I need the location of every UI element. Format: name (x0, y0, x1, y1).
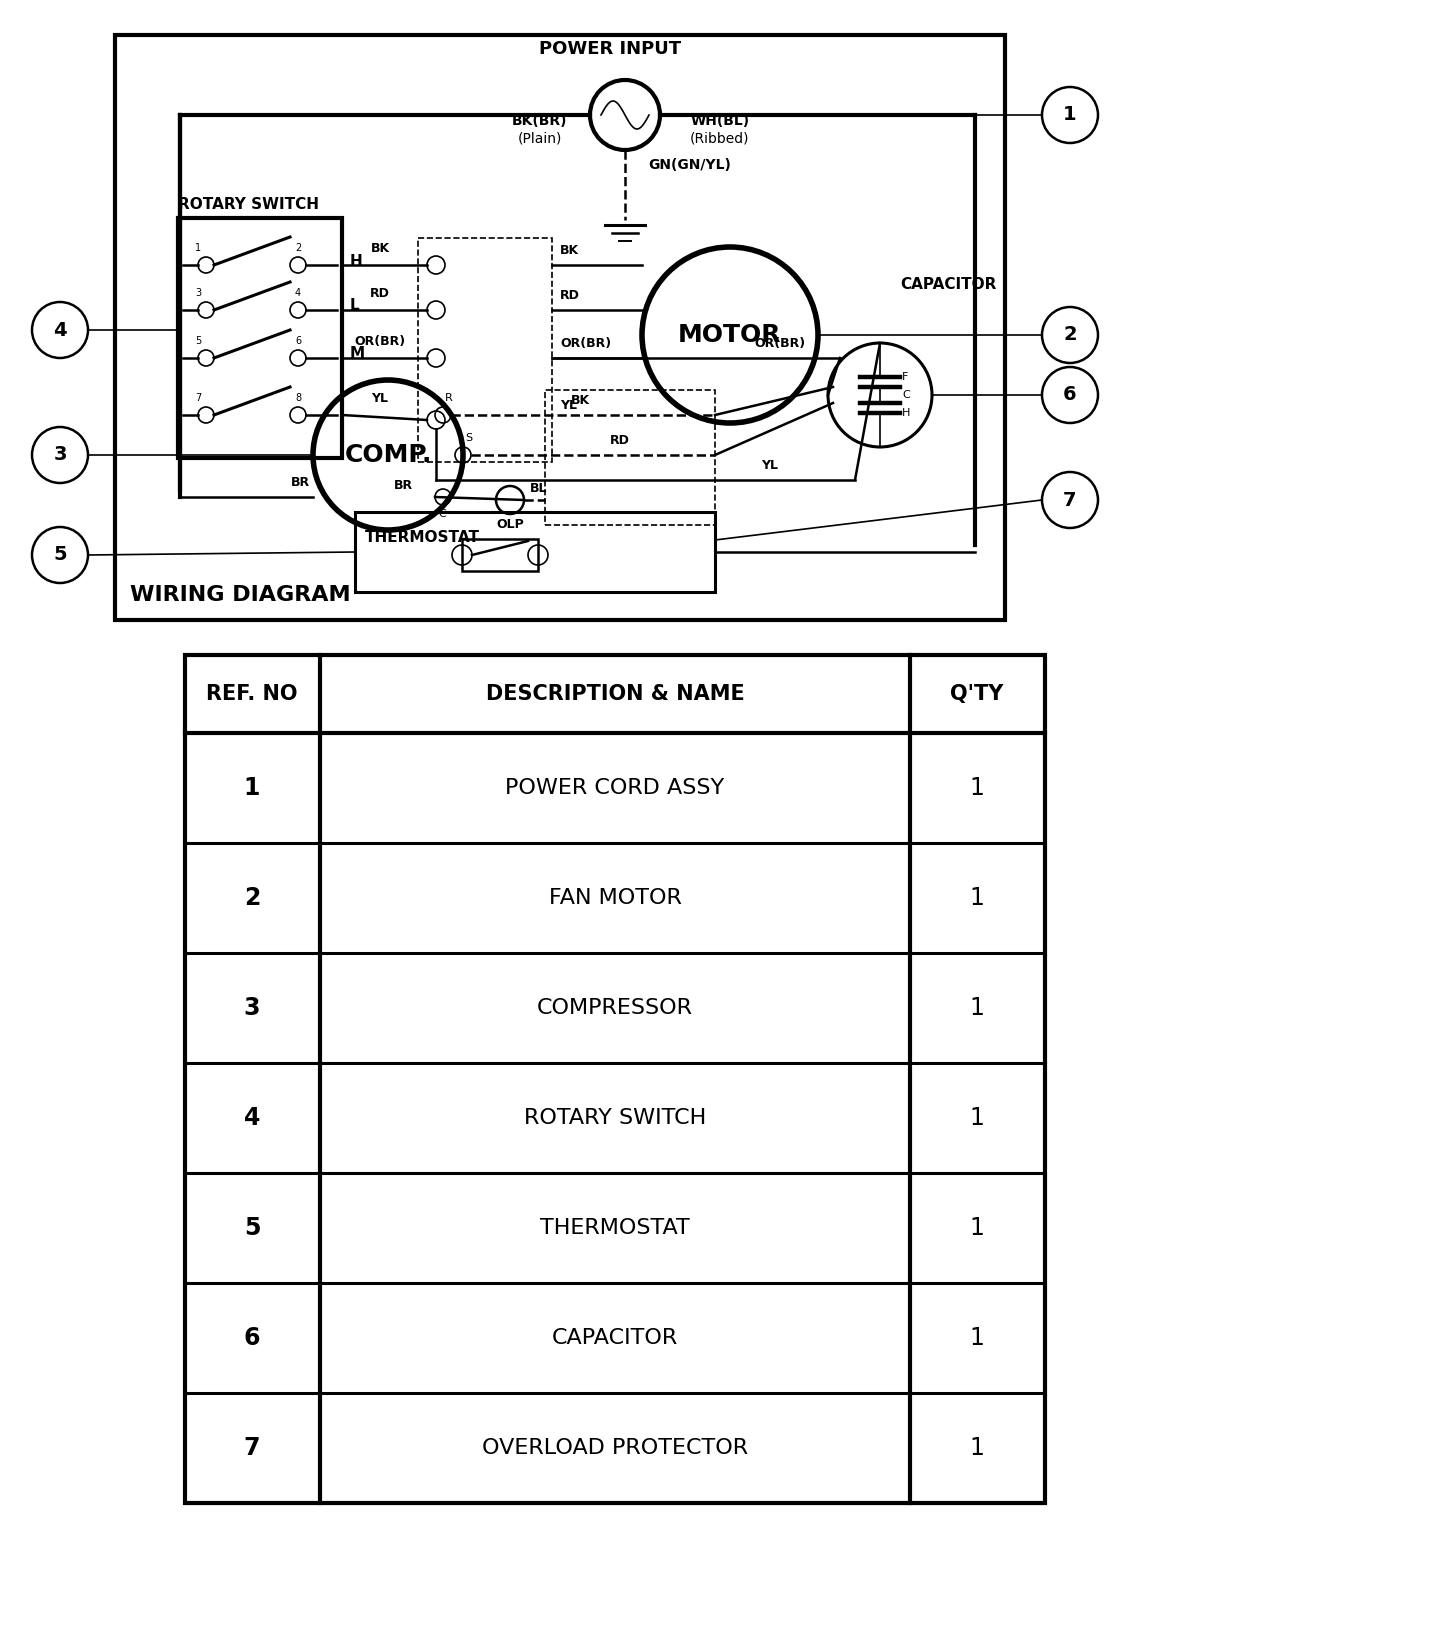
Text: F: F (902, 372, 909, 382)
Bar (419, 237, 552, 461)
Text: 2: 2 (1063, 325, 1077, 344)
Text: OLP: OLP (496, 518, 524, 531)
Text: RD: RD (610, 434, 630, 447)
Text: 1: 1 (969, 1107, 985, 1129)
Text: POWER CORD ASSY: POWER CORD ASSY (506, 778, 725, 798)
Text: M: M (350, 346, 366, 361)
Bar (114, 36, 1005, 621)
Text: 6: 6 (244, 1326, 260, 1350)
Text: CAPACITOR: CAPACITOR (900, 276, 996, 292)
Text: REF. NO: REF. NO (206, 684, 297, 704)
Text: BK: BK (560, 244, 579, 257)
Text: CAPACITOR: CAPACITOR (552, 1328, 679, 1349)
Text: 1: 1 (969, 777, 985, 800)
Text: 7: 7 (194, 393, 201, 403)
Text: RD: RD (370, 288, 390, 301)
Text: L: L (350, 299, 360, 314)
Text: 8: 8 (294, 393, 302, 403)
Text: BL: BL (530, 483, 547, 496)
Text: ROTARY SWITCH: ROTARY SWITCH (524, 1108, 706, 1128)
Text: H: H (902, 408, 910, 418)
Text: 7: 7 (244, 1436, 260, 1459)
Text: 1: 1 (969, 1216, 985, 1240)
Bar (179, 218, 342, 458)
Text: 6: 6 (1063, 385, 1077, 405)
Text: 7: 7 (1063, 491, 1076, 510)
Text: 1: 1 (244, 777, 260, 800)
Text: WIRING DIAGRAM: WIRING DIAGRAM (130, 585, 350, 604)
Text: GN(GN/YL): GN(GN/YL) (647, 158, 730, 172)
Bar (462, 540, 537, 570)
Bar (544, 390, 714, 525)
Text: S: S (464, 432, 472, 444)
Text: 3: 3 (53, 445, 67, 465)
Text: R: R (444, 393, 453, 403)
Text: 2: 2 (244, 886, 260, 910)
Text: 4: 4 (244, 1107, 260, 1129)
Text: BR: BR (290, 476, 310, 489)
Text: BK(BR): BK(BR) (512, 114, 567, 128)
Text: (Ribbed): (Ribbed) (690, 132, 750, 145)
Text: BK: BK (370, 242, 390, 255)
Text: YL: YL (372, 392, 389, 405)
Text: COMP.: COMP. (344, 444, 432, 466)
Text: (Plain): (Plain) (517, 132, 562, 145)
Text: 3: 3 (244, 996, 260, 1020)
Text: ROTARY SWITCH: ROTARY SWITCH (179, 197, 319, 211)
Text: RD: RD (560, 289, 580, 302)
Text: OVERLOAD PROTECTOR: OVERLOAD PROTECTOR (482, 1438, 747, 1458)
Text: 5: 5 (194, 336, 201, 346)
Text: DESCRIPTION & NAME: DESCRIPTION & NAME (486, 684, 745, 704)
Text: BR: BR (394, 479, 413, 492)
Text: 6: 6 (294, 336, 302, 346)
Bar (184, 655, 1045, 1503)
Text: 5: 5 (244, 1216, 260, 1240)
Text: FAN MOTOR: FAN MOTOR (549, 887, 682, 908)
Text: THERMOSTAT: THERMOSTAT (364, 530, 480, 544)
Text: 3: 3 (194, 288, 201, 297)
Text: C: C (902, 390, 910, 400)
Text: POWER INPUT: POWER INPUT (539, 41, 682, 58)
Text: 1: 1 (969, 1326, 985, 1350)
Text: C: C (439, 509, 446, 518)
Text: 1: 1 (969, 886, 985, 910)
Text: OR(BR): OR(BR) (560, 336, 612, 349)
Text: 1: 1 (1063, 106, 1077, 125)
Text: 1: 1 (969, 996, 985, 1020)
Text: THERMOSTAT: THERMOSTAT (540, 1219, 690, 1238)
Bar (354, 512, 714, 592)
Text: MOTOR: MOTOR (679, 323, 782, 348)
Text: 1: 1 (194, 244, 201, 254)
Text: 4: 4 (294, 288, 302, 297)
Text: YL: YL (560, 400, 577, 413)
Text: OR(BR): OR(BR) (354, 335, 406, 348)
Text: 4: 4 (53, 320, 67, 340)
Text: 5: 5 (53, 546, 67, 564)
Text: YL: YL (762, 458, 779, 471)
Text: 2: 2 (294, 244, 302, 254)
Text: OR(BR): OR(BR) (755, 336, 806, 349)
Text: H: H (350, 254, 363, 268)
Text: Q'TY: Q'TY (950, 684, 1003, 704)
Text: 1: 1 (969, 1436, 985, 1459)
Text: COMPRESSOR: COMPRESSOR (537, 998, 693, 1017)
Text: WH(BL): WH(BL) (690, 114, 750, 128)
Text: BK: BK (570, 393, 590, 406)
